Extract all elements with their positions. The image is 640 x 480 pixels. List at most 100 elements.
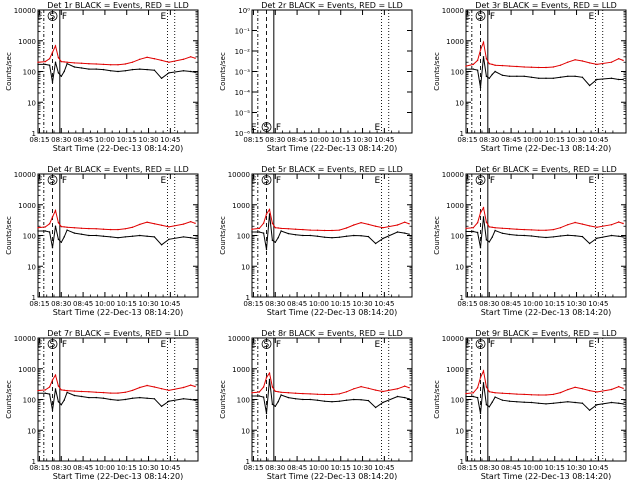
- y-tick-label: 1000: [446, 202, 464, 210]
- x-tick-label: 10:30: [566, 464, 586, 472]
- y-tick-label: 100: [23, 233, 36, 241]
- data-point: [367, 223, 370, 226]
- marker-label-e: E: [374, 340, 380, 350]
- data-point: [345, 391, 348, 393]
- data-point: [51, 81, 54, 83]
- data-point: [168, 389, 170, 392]
- y-tick-label: 10: [27, 99, 36, 107]
- data-point: [610, 401, 613, 404]
- data-point: [491, 401, 493, 403]
- chart-panel-3: Det 3r BLACK = Events, RED = LLD 1 10 100 10…: [433, 1, 627, 153]
- data-point: [559, 391, 562, 394]
- series-lld-line: [37, 208, 196, 231]
- data-point: [182, 223, 185, 225]
- x-tick-label: 10:45: [160, 300, 180, 308]
- data-point: [124, 70, 127, 72]
- data-point: [160, 405, 163, 407]
- data-point: [265, 213, 268, 215]
- data-point: [102, 397, 105, 399]
- chart-panel-5: Det 5r BLACK = Events, RED = LLD 1 10 100 10…: [219, 165, 413, 317]
- data-point: [262, 232, 265, 234]
- data-point: [268, 213, 271, 215]
- marker-label-e: E: [374, 123, 380, 133]
- data-point: [63, 70, 65, 73]
- data-point: [408, 223, 410, 225]
- data-point: [44, 226, 46, 228]
- x-axis-label: Start Time (22-Dec-13 08:14:20): [267, 144, 398, 153]
- data-point: [567, 234, 569, 236]
- data-point: [360, 235, 362, 237]
- data-point: [117, 64, 119, 66]
- data-point: [367, 399, 370, 402]
- data-point: [51, 379, 54, 381]
- marker-label-f: F: [276, 176, 281, 186]
- data-point: [57, 72, 60, 74]
- data-point: [51, 247, 54, 249]
- x-tick-label: 10:00: [95, 464, 115, 472]
- y-tick-label: 10000: [228, 335, 250, 343]
- marker-label-e: E: [588, 12, 594, 22]
- data-point: [57, 385, 60, 387]
- data-point: [139, 223, 141, 226]
- data-point: [596, 226, 598, 228]
- data-point: [552, 393, 554, 396]
- marker-label-f: F: [276, 340, 281, 350]
- data-point: [353, 234, 355, 237]
- data-point: [508, 228, 511, 230]
- y-tick-label: 100: [23, 69, 36, 77]
- data-point: [44, 63, 46, 66]
- chart-title: Det 4r BLACK = Events, RED = LLD: [47, 165, 189, 174]
- data-point: [494, 392, 496, 394]
- data-point: [530, 66, 533, 68]
- data-point: [404, 396, 406, 399]
- y-tick-label: 1: [460, 458, 464, 466]
- data-point: [63, 389, 65, 391]
- data-point: [153, 398, 156, 400]
- data-point: [508, 233, 511, 236]
- x-axis-label: Start Time (22-Dec-13 08:14:20): [481, 308, 612, 317]
- data-point: [382, 237, 384, 240]
- data-point: [153, 58, 156, 60]
- data-point: [545, 229, 547, 231]
- saa-circle-marker: [47, 339, 58, 349]
- data-point: [117, 399, 119, 401]
- data-point: [491, 391, 493, 393]
- data-point: [491, 63, 493, 66]
- data-point: [280, 230, 282, 232]
- data-point: [588, 225, 591, 227]
- data-point: [287, 392, 290, 394]
- x-tick-label: 08:45: [73, 136, 93, 144]
- data-point: [501, 232, 504, 234]
- y-tick-label: 10⁻⁵: [235, 110, 251, 118]
- x-tick-label: 10:00: [95, 300, 115, 308]
- data-point: [331, 401, 333, 403]
- data-point: [618, 385, 620, 388]
- data-point: [48, 223, 51, 225]
- data-point: [280, 391, 282, 393]
- data-point: [139, 234, 141, 237]
- series-lld-line: [465, 369, 624, 396]
- data-point: [277, 401, 279, 403]
- data-point: [88, 234, 90, 237]
- data-point: [194, 237, 196, 240]
- data-point: [567, 388, 569, 391]
- x-axis-label: Start Time (22-Dec-13 08:14:20): [481, 144, 612, 153]
- y-tick-label: 1: [246, 458, 250, 466]
- x-tick-label: 08:15: [457, 300, 477, 308]
- data-point: [508, 75, 511, 78]
- data-point: [190, 56, 192, 58]
- series-events-line: [38, 62, 196, 83]
- marker-label-s: S: [478, 340, 484, 350]
- data-point: [530, 401, 533, 404]
- data-point: [567, 75, 569, 78]
- x-tick-label: 10:45: [160, 136, 180, 144]
- chart-panel-7: Det 7r BLACK = Events, RED = LLD 1 10 100 10…: [5, 329, 199, 480]
- data-point: [302, 398, 304, 401]
- data-point: [552, 66, 554, 68]
- y-tick-label: 1000: [232, 202, 250, 210]
- x-tick-label: 08:15: [243, 464, 263, 472]
- data-point: [324, 400, 326, 402]
- y-tick-label: 100: [451, 233, 464, 241]
- data-point: [538, 402, 540, 404]
- data-point: [271, 403, 274, 405]
